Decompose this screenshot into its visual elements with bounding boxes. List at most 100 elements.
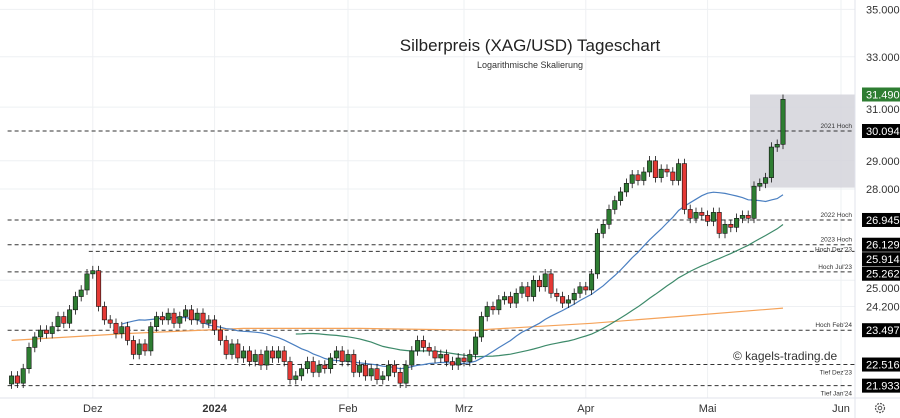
- level-label: Hoch Feb'24: [815, 322, 852, 329]
- candle: [130, 335, 136, 360]
- candle: [560, 291, 566, 308]
- time-tick-label: Feb: [339, 403, 358, 415]
- price-tick-label: 24.200: [866, 301, 900, 313]
- candle-body: [763, 177, 769, 184]
- candle-body: [351, 354, 357, 373]
- candle: [455, 353, 461, 370]
- candle: [647, 155, 653, 177]
- candle-body: [9, 375, 15, 385]
- candle: [722, 219, 728, 239]
- candle-body: [548, 273, 554, 294]
- candle: [84, 269, 90, 295]
- candle-body: [310, 361, 316, 373]
- candle-body: [235, 343, 241, 359]
- candle: [200, 308, 206, 329]
- price-tick-label: 28.000: [866, 184, 900, 196]
- candle: [676, 158, 682, 186]
- candle-body: [154, 316, 160, 327]
- candle-body: [26, 347, 32, 369]
- candle-body: [734, 218, 740, 228]
- candle: [229, 339, 235, 360]
- candle-body: [716, 212, 722, 234]
- candle: [374, 363, 380, 385]
- time-tick-label: Mai: [699, 403, 717, 415]
- candle: [235, 339, 241, 363]
- candle-body: [531, 279, 537, 297]
- candle: [78, 285, 84, 302]
- candle-body: [583, 286, 589, 291]
- candle-body: [502, 296, 508, 301]
- candle-body: [165, 312, 171, 321]
- candle: [165, 308, 171, 325]
- candle-body: [647, 160, 653, 173]
- candle: [531, 275, 537, 302]
- level-label: Tief Jan'24: [821, 391, 853, 398]
- candle-body: [84, 273, 90, 291]
- time-tick-label: Jun: [832, 403, 850, 415]
- candle-body: [345, 354, 351, 362]
- level-label: Hoch Dez'23: [815, 247, 852, 254]
- candle-body: [119, 326, 125, 334]
- candle-body: [316, 364, 322, 373]
- candle: [270, 346, 276, 363]
- time-tick-label: Apr: [577, 403, 594, 415]
- candle-body: [432, 350, 438, 359]
- candle: [264, 346, 270, 370]
- candle-body: [461, 357, 467, 362]
- candle-body: [658, 168, 664, 178]
- candle: [275, 346, 281, 363]
- candle: [734, 213, 740, 233]
- candle: [154, 311, 160, 332]
- candle-body: [496, 299, 502, 311]
- candle: [299, 363, 305, 381]
- candle-body: [397, 371, 403, 384]
- candle-body: [490, 306, 496, 311]
- price-tick-label: 35.000: [866, 4, 900, 16]
- candle-body: [194, 312, 200, 321]
- candle: [339, 346, 345, 367]
- price-tick-label: 25.000: [866, 283, 900, 295]
- candle-body: [473, 336, 479, 355]
- candle-body: [409, 350, 415, 366]
- candle-body: [560, 296, 566, 304]
- candle-body: [710, 212, 716, 222]
- candle-body: [536, 279, 542, 288]
- candle-body: [618, 191, 624, 201]
- candle: [641, 167, 647, 186]
- candle-body: [571, 292, 577, 301]
- level-label: Hoch Jul'23: [818, 264, 852, 271]
- candle: [194, 308, 200, 325]
- candle-body: [90, 270, 96, 275]
- candle-body: [281, 350, 287, 362]
- candle-body: [339, 350, 345, 362]
- candle-body: [391, 364, 397, 373]
- candle-body: [374, 368, 380, 380]
- candle-body: [507, 296, 513, 304]
- candle: [397, 367, 403, 389]
- level-price-label: 22.516: [866, 360, 900, 372]
- candle: [612, 195, 618, 215]
- candle: [49, 321, 55, 339]
- candle-body: [43, 329, 49, 334]
- candle-body: [67, 309, 73, 324]
- gear-icon[interactable]: [874, 402, 886, 414]
- candle: [217, 325, 223, 346]
- candle: [357, 360, 363, 378]
- candle: [55, 311, 61, 332]
- candle-body: [600, 224, 606, 234]
- candle: [345, 349, 351, 367]
- candle: [693, 207, 699, 224]
- candle: [386, 360, 392, 381]
- candle: [687, 204, 693, 224]
- ma-mid-line: [295, 224, 784, 358]
- candle-body: [113, 322, 119, 334]
- candle: [391, 360, 397, 378]
- time-tick-label: 2024: [202, 403, 227, 415]
- candle-body: [206, 319, 212, 324]
- candle-body: [148, 326, 154, 352]
- candle-body: [751, 185, 757, 219]
- candle-body: [780, 99, 786, 145]
- candle-body: [554, 292, 560, 297]
- candle: [420, 335, 426, 353]
- candle: [606, 204, 612, 230]
